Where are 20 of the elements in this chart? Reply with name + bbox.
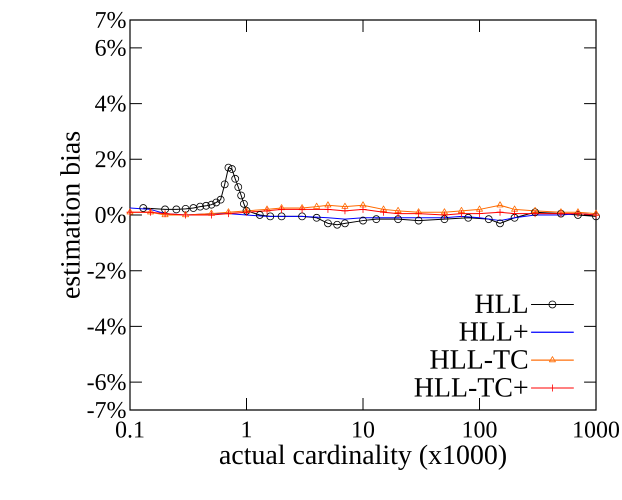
y-tick-label: 7% [96, 12, 126, 28]
y-tick-label: -2% [88, 262, 126, 279]
y-tick-label: -7% [88, 402, 126, 418]
x-tick-label: 1000 [574, 422, 620, 438]
legend-label: HLL-TC+ [414, 378, 528, 397]
x-tick-label: 1 [242, 422, 252, 438]
x-axis-title: actual cardinality (x1000) [220, 444, 506, 470]
y-tick-label: 4% [95, 95, 126, 112]
legend-label: HLL [475, 294, 527, 313]
y-tick-label: 2% [96, 151, 126, 168]
x-tick-label: 100 [464, 422, 497, 438]
y-tick-label: 0% [96, 206, 126, 224]
y-tick-label: -4% [88, 318, 126, 335]
y-axis-title: estimation bias [60, 132, 80, 298]
legend-label: HLL-TC [430, 350, 528, 369]
x-tick-label: 10 [353, 422, 374, 438]
y-tick-label: -6% [88, 374, 126, 390]
x-tick-label: 0.1 [116, 422, 144, 438]
y-tick-label: 6% [96, 40, 126, 56]
legend-label: HLL+ [460, 322, 528, 341]
